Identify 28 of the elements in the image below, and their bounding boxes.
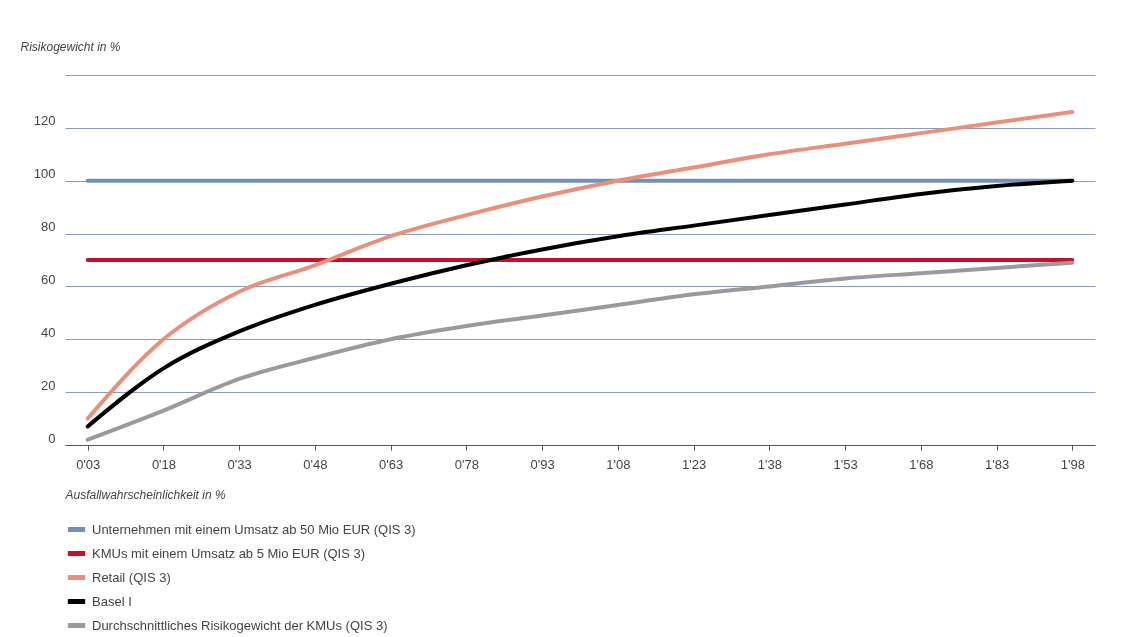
x-tick-label: 0'93 bbox=[530, 456, 555, 472]
x-tick-label: 1'23 bbox=[682, 456, 707, 472]
x-tick-label: 0'63 bbox=[379, 456, 404, 472]
legend-label: Durchschnittliches Risikogewicht der KMUs (QIS 3) bbox=[92, 617, 388, 633]
x-axis-title: Ausfallwahrscheinlichkeit in % bbox=[64, 487, 226, 502]
y-tick-label: 20 bbox=[41, 377, 56, 393]
x-tick-label: 1'08 bbox=[606, 456, 631, 472]
y-tick-label: 0 bbox=[48, 430, 56, 446]
x-tick-label: 1'83 bbox=[984, 456, 1010, 472]
x-tick-label: 0'78 bbox=[454, 456, 479, 472]
legend-label: Retail (QIS 3) bbox=[92, 569, 171, 585]
legend-label: Unternehmen mit einem Umsatz ab 50 Mio EUR (QIS 3) bbox=[92, 521, 416, 537]
x-tick-label: 0'03 bbox=[76, 456, 101, 472]
x-tick-label: 1'53 bbox=[833, 456, 858, 472]
legend-label: Basel I bbox=[92, 593, 132, 609]
y-tick-label: 100 bbox=[33, 166, 56, 182]
x-tick-label: 1'38 bbox=[757, 456, 782, 472]
x-tick-label: 0'48 bbox=[303, 456, 328, 472]
x-tick-label: 1'98 bbox=[1060, 456, 1085, 472]
legend-label: KMUs mit einem Umsatz ab 5 Mio EUR (QIS 3) bbox=[92, 545, 366, 561]
y-axis-title: Risikogewicht in % bbox=[20, 39, 121, 54]
x-tick-label: 0'33 bbox=[227, 456, 252, 472]
x-tick-label: 0'18 bbox=[151, 456, 177, 472]
y-tick-label: 60 bbox=[41, 271, 56, 287]
y-tick-label: 80 bbox=[41, 219, 56, 235]
y-tick-label: 40 bbox=[41, 324, 56, 340]
x-tick-label: 1'68 bbox=[909, 456, 934, 472]
y-tick-label: 120 bbox=[33, 113, 56, 129]
